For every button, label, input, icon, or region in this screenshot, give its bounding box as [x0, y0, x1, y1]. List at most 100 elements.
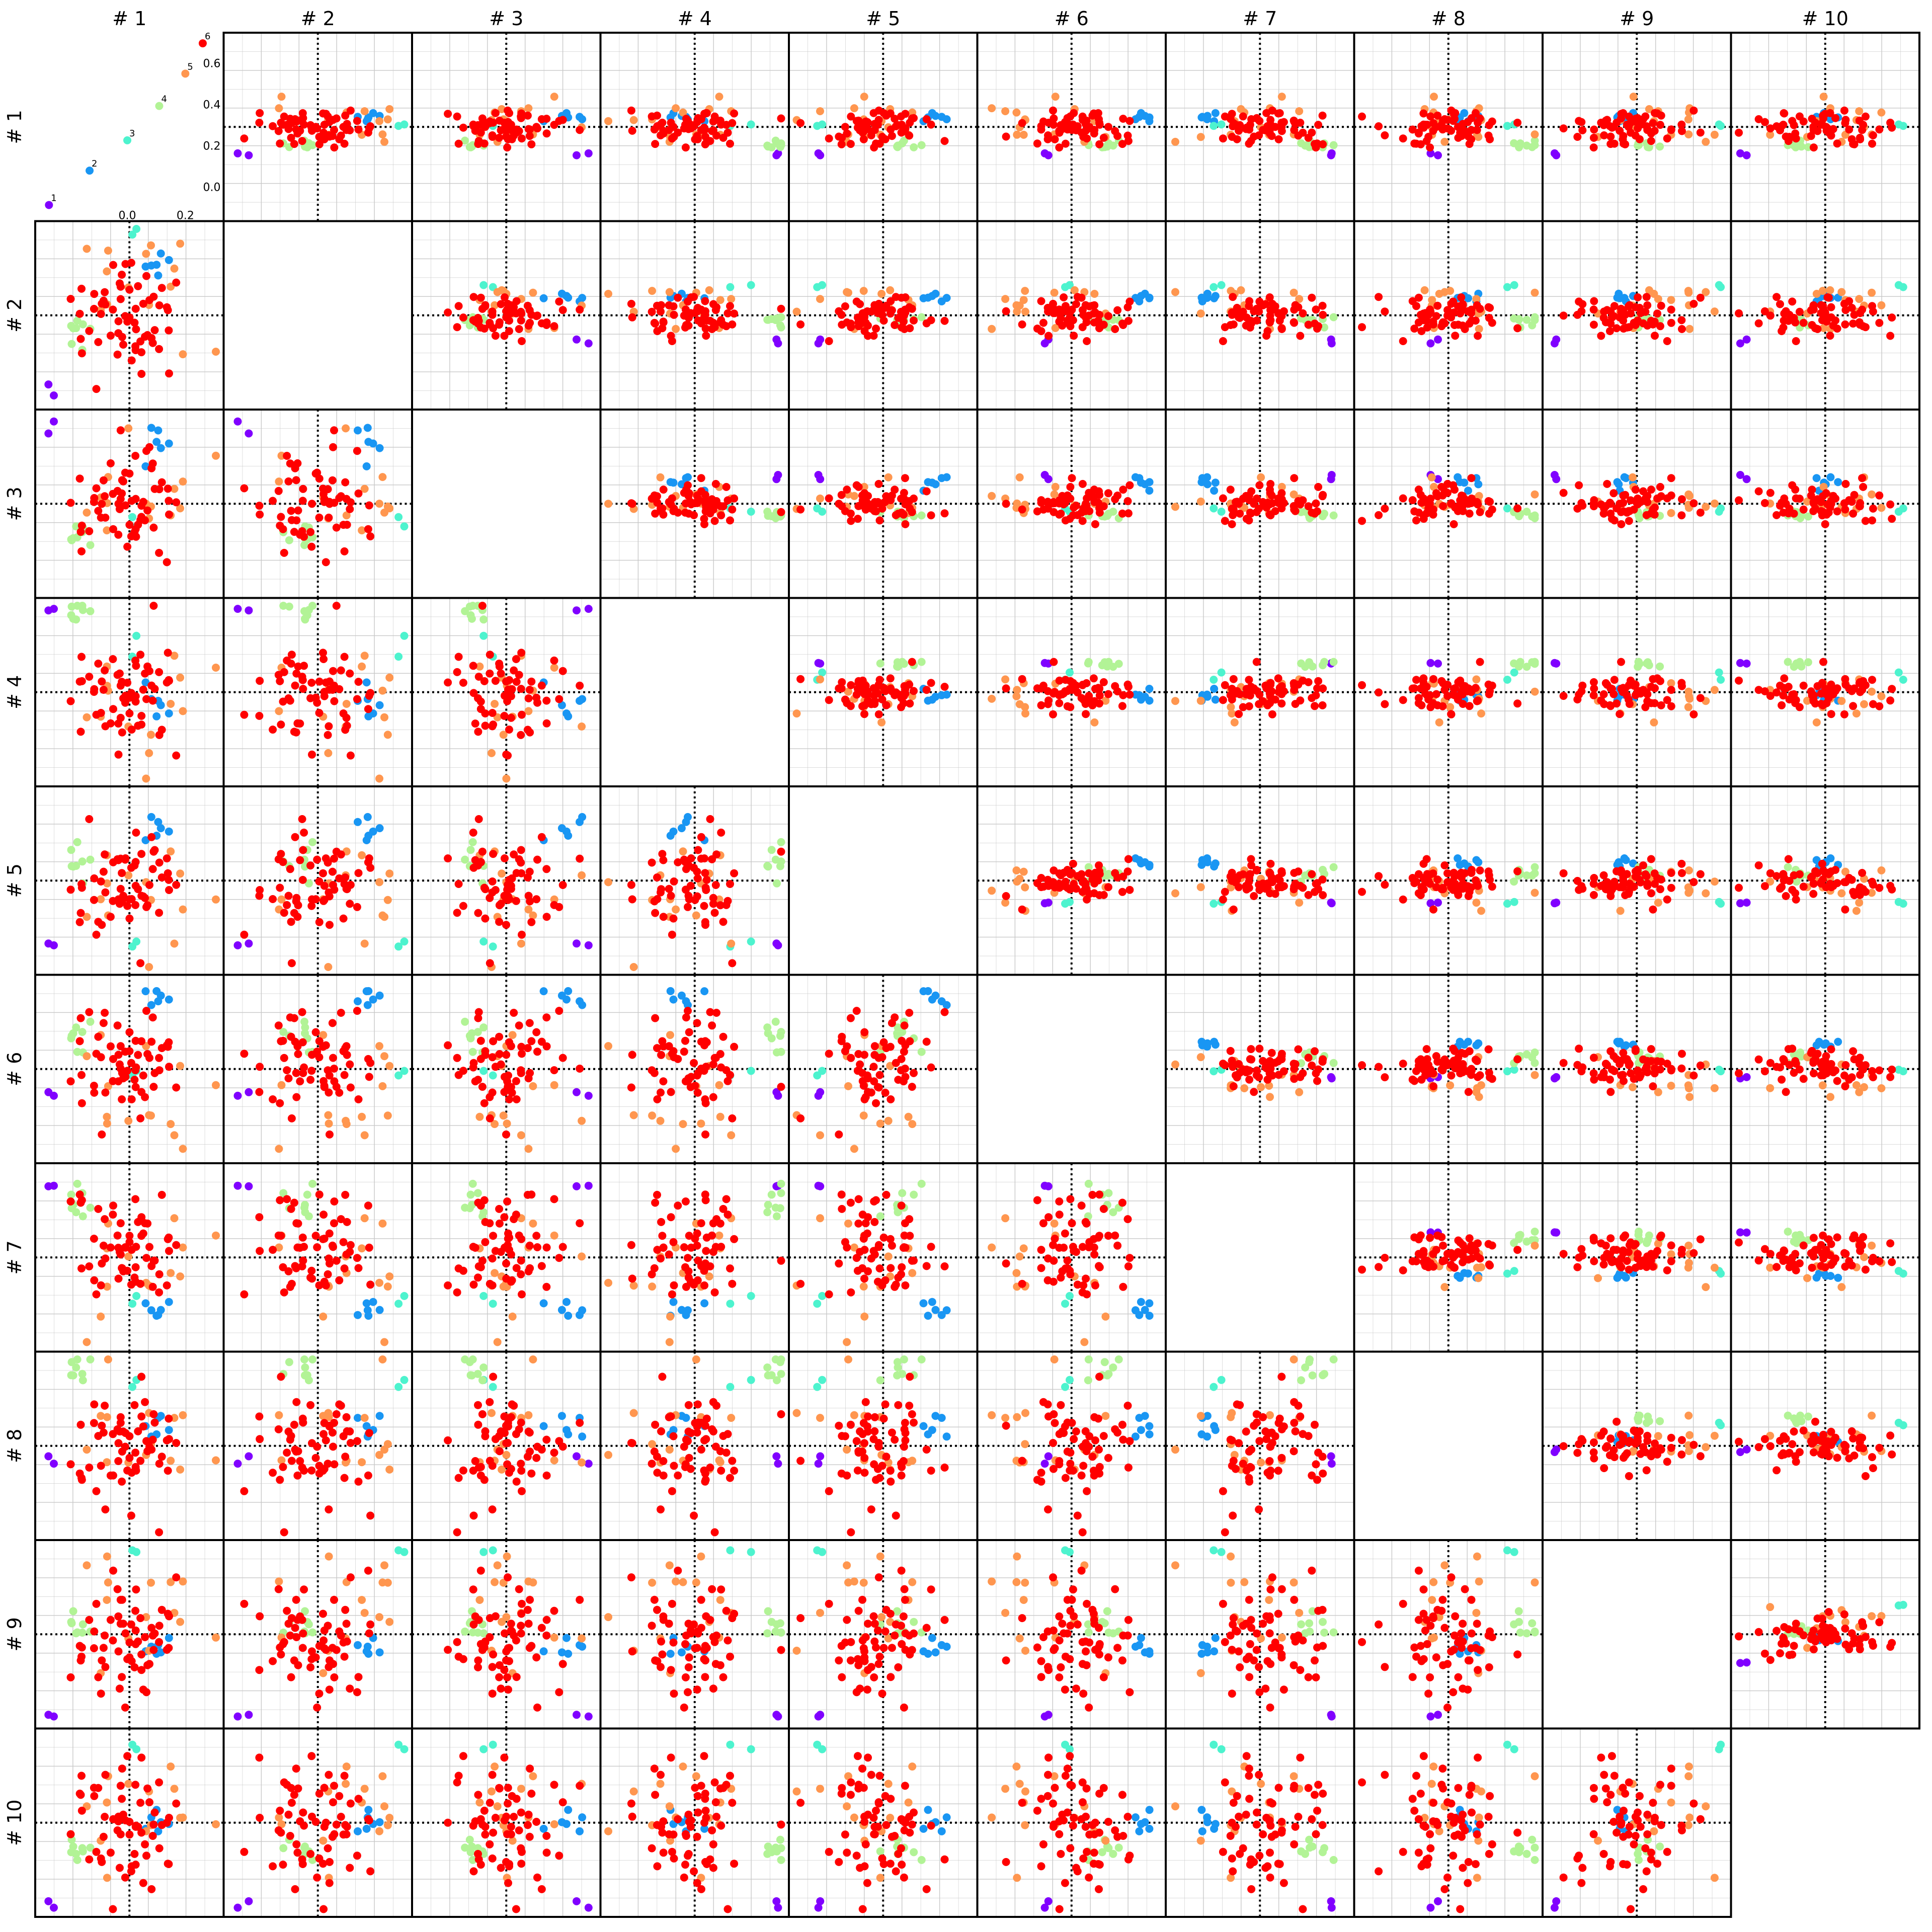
point-class-6 — [513, 297, 521, 305]
point-class-6 — [1603, 480, 1611, 488]
cell-2-8 — [1354, 221, 1543, 410]
point-class-6 — [97, 709, 105, 717]
point-class-6 — [343, 521, 351, 529]
point-class-6 — [117, 885, 125, 893]
point-class-6 — [685, 895, 693, 903]
point-class-2 — [1198, 297, 1206, 305]
point-class-6 — [501, 293, 509, 301]
point-class-6 — [1358, 888, 1366, 896]
point-class-6 — [1560, 124, 1568, 132]
point-class-6 — [706, 815, 714, 823]
point-class-6 — [726, 140, 734, 148]
point-class-2 — [1813, 474, 1821, 482]
point-class-2 — [1135, 474, 1143, 482]
point-class-1 — [774, 471, 782, 479]
cell-5-1 — [35, 786, 224, 975]
point-class-6 — [307, 902, 315, 910]
key-label: 2 — [92, 158, 97, 169]
point-class-4 — [1297, 139, 1305, 147]
point-class-6 — [835, 307, 843, 315]
point-class-5 — [705, 286, 713, 294]
point-class-5 — [604, 878, 612, 886]
point-class-6 — [280, 668, 288, 676]
point-class-6 — [1002, 307, 1010, 315]
point-class-6 — [1381, 505, 1389, 513]
point-class-6 — [1236, 510, 1244, 518]
point-class-6 — [1632, 681, 1640, 689]
point-class-6 — [1311, 702, 1319, 710]
point-class-6 — [100, 476, 108, 485]
point-class-6 — [576, 682, 584, 690]
point-class-4 — [79, 320, 87, 329]
point-class-5 — [147, 731, 155, 739]
point-class-3 — [813, 283, 821, 291]
point-class-6 — [1417, 701, 1425, 709]
cell-1-7 — [1166, 33, 1354, 221]
point-class-6 — [694, 135, 702, 143]
point-class-2 — [376, 824, 384, 832]
point-class-6 — [653, 873, 661, 881]
cell-3-9 — [1543, 410, 1731, 598]
point-class-6 — [1856, 502, 1864, 510]
point-class-6 — [1079, 323, 1087, 331]
point-class-6 — [1840, 107, 1848, 115]
point-class-5 — [176, 239, 184, 248]
point-class-6 — [900, 124, 908, 132]
point-class-2 — [1454, 854, 1462, 862]
point-class-6 — [1735, 496, 1743, 504]
point-class-6 — [1424, 505, 1432, 513]
point-class-6 — [1780, 674, 1788, 682]
point-class-6 — [525, 892, 533, 900]
point-class-6 — [1590, 134, 1598, 142]
point-class-6 — [330, 499, 338, 507]
point-class-6 — [855, 483, 863, 491]
point-class-6 — [470, 689, 478, 697]
point-class-6 — [343, 721, 351, 730]
point-class-6 — [900, 699, 908, 707]
point-class-4 — [900, 660, 908, 668]
point-class-6 — [312, 694, 320, 702]
point-class-6 — [125, 709, 133, 717]
point-class-6 — [308, 751, 316, 759]
point-class-5 — [375, 775, 383, 783]
point-class-6 — [283, 452, 291, 460]
point-class-6 — [1786, 133, 1794, 141]
point-class-5 — [380, 138, 388, 146]
point-class-6 — [478, 602, 487, 610]
point-class-6 — [559, 116, 567, 124]
point-class-6 — [517, 846, 525, 854]
point-class-6 — [1410, 139, 1418, 147]
point-class-6 — [1221, 888, 1229, 896]
point-class-6 — [1573, 695, 1581, 703]
point-class-6 — [76, 918, 84, 926]
point-class-4 — [1115, 660, 1123, 668]
point-class-5 — [1013, 686, 1021, 694]
point-class-5 — [124, 424, 132, 432]
point-class-6 — [1111, 495, 1119, 503]
point-class-6 — [653, 112, 661, 120]
point-class-1 — [245, 151, 253, 159]
point-class-4 — [87, 607, 95, 615]
point-class-3 — [1061, 900, 1069, 908]
point-class-6 — [1609, 312, 1618, 320]
point-class-6 — [1277, 312, 1285, 320]
point-class-6 — [90, 290, 98, 298]
point-class-6 — [1308, 294, 1316, 302]
point-class-6 — [923, 686, 931, 694]
point-class-6 — [77, 909, 85, 917]
point-class-3 — [128, 230, 136, 238]
point-class-6 — [681, 509, 689, 517]
point-class-6 — [341, 547, 349, 555]
point-class-6 — [444, 679, 452, 687]
cell-4-5 — [789, 598, 978, 787]
point-class-6 — [542, 697, 550, 705]
point-class-5 — [1711, 877, 1719, 886]
point-class-6 — [860, 312, 868, 320]
point-class-3 — [1510, 898, 1518, 906]
point-class-6 — [1417, 499, 1425, 507]
point-class-3 — [1503, 900, 1511, 908]
point-class-6 — [1459, 507, 1467, 515]
point-class-6 — [145, 667, 153, 675]
point-class-5 — [1001, 107, 1009, 115]
